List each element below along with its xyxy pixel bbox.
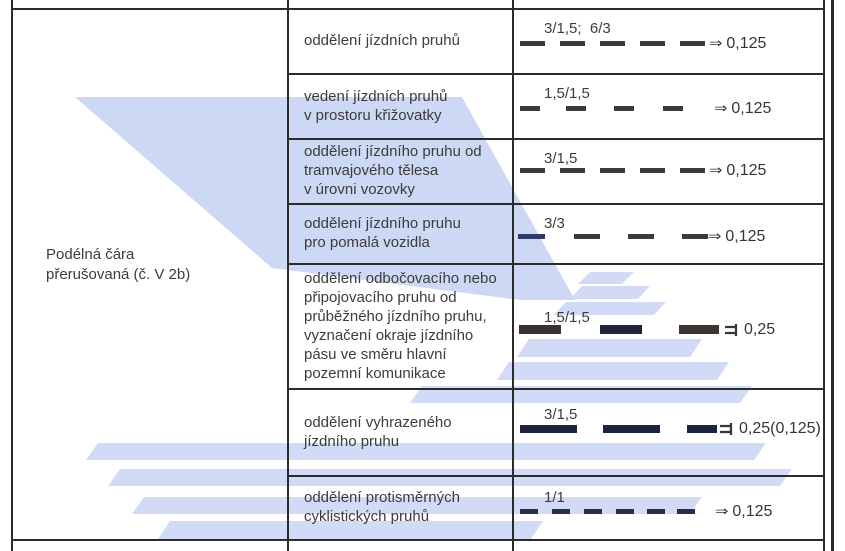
table-bottom-border	[11, 539, 825, 541]
dimension-label: 3/1,5; 6/3	[544, 20, 611, 37]
line-width-value: 0,125	[732, 503, 773, 520]
dash-segment	[663, 106, 683, 111]
dash-segment	[680, 168, 705, 173]
line-width-value: 0,125	[725, 228, 766, 245]
usage-cell: oddělení vyhrazeného jízdního pruhu	[304, 413, 452, 450]
dash-segment	[574, 234, 600, 239]
dimension-label: 3/1,5	[544, 406, 578, 423]
dash-segment	[680, 41, 705, 46]
watermark-stripe	[410, 386, 752, 403]
row-separator	[287, 475, 825, 477]
dash-segment	[628, 234, 654, 239]
dash-segment	[600, 41, 625, 46]
dash-segment	[600, 168, 625, 173]
dash-segment	[560, 41, 585, 46]
usage-cell: vedení jízdních pruhů v prostoru křižova…	[304, 87, 448, 124]
dash-segment	[552, 509, 570, 514]
column-separator-2	[512, 0, 514, 551]
dash-segment	[640, 168, 665, 173]
dash-segment	[603, 425, 660, 433]
width-arrow-icon: ⇒	[709, 163, 722, 178]
width-bracket-icon	[720, 423, 733, 435]
width-arrow-icon: ⇒	[708, 229, 721, 244]
row-separator	[287, 388, 825, 390]
dash-segment	[647, 509, 665, 514]
line-width-value: 0,25	[744, 321, 776, 338]
row-separator	[287, 203, 825, 205]
row-separator	[287, 73, 825, 75]
watermark-stripe	[497, 362, 729, 380]
dash-segment	[520, 168, 545, 173]
watermark-stripe	[517, 339, 702, 357]
row-separator	[287, 138, 825, 140]
width-arrow-icon: ⇒	[709, 36, 722, 51]
pattern-cell: 1,5/1,5 ⇒ 0,125	[513, 73, 823, 138]
dash-segment	[677, 509, 695, 514]
pattern-cell: 3/1,5; 6/3 ⇒ 0,125	[513, 8, 823, 73]
column-separator-1	[287, 0, 289, 551]
watermark-stripe	[570, 286, 650, 299]
line-width-value: 0,125	[726, 35, 767, 52]
marking-name-cell: Podélná čára přerušovaná (č. V 2b)	[46, 246, 191, 283]
usage-cell: oddělení protisměrných cyklistických pru…	[304, 489, 460, 525]
dash-segment	[679, 325, 719, 334]
usage-cell: oddělení jízdního pruhu od tramvajového …	[304, 143, 482, 198]
dash-segment	[687, 425, 717, 433]
table-top-border	[11, 8, 825, 10]
dash-segment	[640, 41, 665, 46]
dash-segment	[519, 325, 561, 334]
table-left-border	[11, 0, 13, 551]
width-arrow-icon: ⇒	[715, 504, 728, 519]
dash-segment	[520, 41, 545, 46]
dash-segment	[566, 106, 586, 111]
pattern-cell: 3/1,5 0,25(0,125)	[513, 388, 823, 475]
watermark-stripe	[158, 521, 543, 539]
pattern-cell: 3/1,5 ⇒ 0,125	[513, 138, 823, 203]
width-arrow-icon: ⇒	[714, 101, 727, 116]
dash-segment	[520, 509, 538, 514]
line-width-value: 0,25(0,125)	[739, 420, 821, 437]
line-width-value: 0,125	[731, 100, 772, 117]
line-width-value: 0,125	[726, 162, 767, 179]
watermark-stripe	[86, 443, 766, 460]
dash-segment	[560, 168, 585, 173]
pattern-cell: 1,5/1,5 0,25	[513, 263, 823, 388]
usage-cell: oddělení jízdního pruhu pro pomalá vozid…	[304, 215, 461, 251]
dash-segment	[682, 234, 708, 239]
usage-cell: oddělení jízdních pruhů	[304, 32, 460, 49]
table-right-border	[823, 0, 825, 551]
dimension-label: 3/3	[544, 215, 565, 232]
dimension-label: 3/1,5	[544, 150, 578, 167]
dash-segment	[518, 234, 545, 239]
dash-segment	[520, 425, 577, 433]
watermark-stripe	[578, 272, 634, 284]
watermark-stripe	[554, 302, 666, 315]
dash-segment	[614, 106, 634, 111]
pattern-cell: 1/1 ⇒ 0,125	[513, 475, 823, 539]
dash-segment	[600, 325, 642, 334]
width-bracket-icon	[725, 324, 738, 336]
dash-segment	[520, 106, 540, 111]
pattern-cell: 3/3 ⇒ 0,125	[513, 203, 823, 263]
dimension-label: 1,5/1,5	[544, 309, 590, 326]
page-right-border	[831, 0, 834, 551]
watermark-stripe	[108, 469, 792, 486]
dimension-label: 1,5/1,5	[544, 85, 590, 102]
dash-segment	[584, 509, 602, 514]
dash-segment	[616, 509, 634, 514]
row-separator	[287, 263, 825, 265]
dimension-label: 1/1	[544, 489, 565, 506]
usage-cell: oddělení odbočovacího nebo připojovacího…	[304, 269, 497, 382]
